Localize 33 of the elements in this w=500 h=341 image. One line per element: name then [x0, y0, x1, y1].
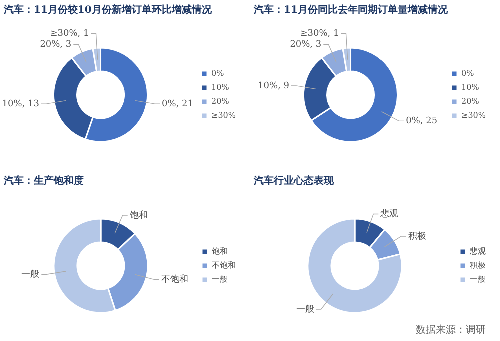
- data-label: 一般: [22, 268, 40, 280]
- chart-title: 汽车行业心态表现: [253, 174, 335, 188]
- data-label: 20%, 3: [40, 40, 72, 50]
- data-label: 饱和: [128, 209, 148, 220]
- legend-label: 一般: [470, 274, 486, 284]
- data-label: 10%, 9: [258, 81, 290, 92]
- legend-label: ≥30%: [462, 111, 486, 120]
- data-label: 0%, 21: [162, 99, 194, 110]
- data-label: 悲观: [380, 208, 399, 220]
- legend-label: 悲观: [469, 246, 486, 256]
- data-label: 一般: [296, 303, 314, 314]
- legend-label: 20%: [462, 97, 480, 106]
- legend-label: 饱和: [211, 246, 228, 256]
- legend-label: 10%: [212, 83, 230, 92]
- data-label: 积极: [408, 230, 426, 242]
- data-label: 20%, 3: [290, 40, 322, 50]
- data-label: 0%, 25: [406, 116, 438, 127]
- legend-label: 0%: [212, 69, 225, 78]
- source-note: 数据来源：调研: [416, 324, 486, 336]
- legend-label: 一般: [212, 274, 228, 284]
- legend-label: 0%: [462, 69, 475, 78]
- data-label: ≥30%, 1: [300, 28, 340, 39]
- chart-title: 汽车：11月份同比去年同期订单量增减情况: [253, 3, 449, 17]
- data-label: ≥30%, 1: [50, 28, 90, 39]
- legend-label: ≥30%: [212, 111, 236, 120]
- chart-title: 汽车：11月份较10月份新增订单环比增减情况: [3, 3, 213, 17]
- chart-title: 汽车：生产饱和度: [3, 174, 85, 188]
- legend-label: 不饱和: [212, 260, 236, 270]
- legend-label: 20%: [212, 97, 230, 106]
- data-label: 10%, 13: [2, 99, 40, 110]
- legend-label: 10%: [462, 83, 480, 92]
- data-label: 不饱和: [161, 274, 188, 285]
- legend-label: 积极: [470, 260, 486, 270]
